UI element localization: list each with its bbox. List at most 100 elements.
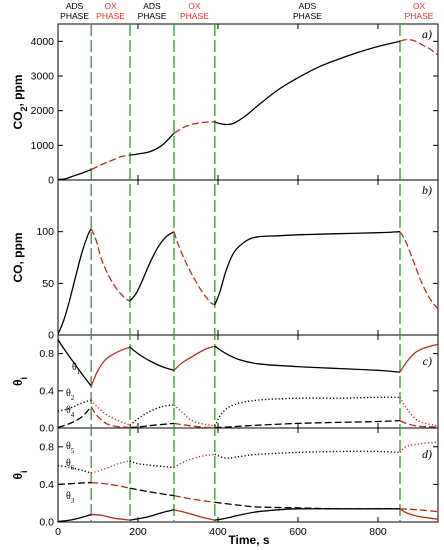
series-line-c-0-phase-0 [57, 339, 92, 387]
x-tick-label: 400 [209, 526, 227, 538]
series-line-d-2-phase-5 [399, 508, 439, 520]
series-line-c-2-phase-0 [57, 406, 92, 429]
series-line-d-0-phase-4 [214, 450, 401, 459]
panel-tag-b: b) [422, 183, 432, 197]
phase-label-line1: ADS [66, 1, 84, 11]
series-line-d-0-phase-2 [129, 460, 175, 469]
phase-label-line2: PHASE [96, 11, 125, 21]
x-tick-label: 200 [129, 526, 147, 538]
series-line-d-0-phase-1 [90, 460, 131, 474]
y-axis-label-b: CO, ppm [11, 233, 25, 283]
series-line-c-0-phase-1 [90, 346, 131, 387]
phase-label-line1: OX [413, 1, 426, 11]
series-line-c-2-phase-4 [214, 419, 401, 429]
y-tick-label-c: 0.0 [39, 423, 54, 435]
series-label-c-1: θ2 [66, 388, 75, 402]
y-tick-label-c: 0.8 [39, 348, 54, 360]
series-line-d-1-phase-2 [129, 487, 175, 497]
series-line-c-0-phase-4 [214, 345, 401, 373]
phase-label-line1: ADS [299, 1, 317, 11]
x-tick-label: 0 [55, 526, 61, 538]
phase-label-line2: PHASE [293, 11, 322, 21]
series-line-c-1-phase-5 [399, 396, 439, 427]
series-line-c-2-phase-1 [90, 406, 131, 429]
y-tick-label-d: 0.4 [39, 479, 54, 491]
series-line-b-0-phase-3 [173, 231, 216, 306]
series-line-c-2-phase-3 [173, 422, 215, 429]
series-line-b-0-phase-1 [90, 228, 131, 302]
panel-frame-a [57, 23, 439, 181]
series-line-a-0-phase-0 [57, 168, 92, 181]
axis-ticks: 010002000300040000501000.00.40.80.00.40.… [31, 24, 438, 538]
y-tick-label-a: 4000 [31, 36, 55, 48]
series-line-d-2-phase-4 [214, 508, 400, 521]
series-line-d-2-phase-2 [129, 509, 175, 521]
series-line-c-0-phase-3 [173, 345, 215, 371]
series-line-b-0-phase-5 [399, 231, 439, 310]
series-line-c-1-phase-1 [90, 399, 131, 426]
series-line-d-1-phase-1 [91, 481, 131, 489]
y-tick-label-b: 100 [36, 226, 54, 238]
x-tick-label: 800 [369, 526, 387, 538]
panel-frames [57, 23, 439, 523]
series-line-b-0-phase-2 [129, 231, 175, 302]
y-tick-label-a: 0 [48, 175, 54, 187]
series-line-d-1-phase-4 [214, 501, 400, 510]
series-line-a-0-phase-2 [129, 132, 175, 156]
series-line-d-1-phase-3 [173, 495, 215, 503]
series-line-c-1-phase-3 [173, 404, 215, 427]
y-axis-label-c: θi [11, 377, 29, 386]
series-line-d-1-phase-5 [399, 508, 439, 513]
series-line-d-2-phase-3 [173, 509, 215, 521]
panel-tag-a: a) [422, 27, 432, 41]
series-line-d-0-phase-3 [173, 453, 215, 469]
y-axis-labels: CO2, ppm CO, ppm θi θi [11, 74, 29, 479]
panel-frame-c [57, 334, 439, 429]
series-label-d-1: θ6 [66, 458, 75, 472]
phase-label-line1: OX [188, 1, 201, 11]
panel-frame-b [57, 179, 439, 336]
y-tick-label-a: 3000 [31, 71, 55, 83]
data-curves [57, 38, 439, 523]
panel-tag-c: c) [423, 354, 432, 368]
x-axis-label: Time, s [228, 533, 269, 547]
series-label-d-2: θ3 [66, 491, 75, 505]
panel-frame-d [57, 427, 439, 523]
series-label-d-0: θ5 [66, 441, 75, 455]
phase-label-line2: PHASE [138, 11, 167, 21]
series-line-a-0-phase-3 [173, 121, 215, 134]
phase-label-line2: PHASE [60, 11, 89, 21]
series-line-c-1-phase-2 [129, 404, 175, 426]
series-line-d-2-phase-1 [91, 513, 131, 521]
phase-labels: ADSPHASEOXPHASEADSPHASEOXPHASEADSPHASEOX… [60, 1, 434, 21]
y-tick-label-d: 0.0 [39, 517, 54, 529]
series-line-c-2-phase-2 [129, 422, 175, 429]
series-line-c-0-phase-2 [129, 346, 175, 371]
panel-tag-d: d) [422, 447, 432, 461]
y-tick-label-c: 0.4 [39, 385, 54, 397]
series-line-c-2-phase-5 [399, 419, 439, 428]
phase-label-line1: OX [104, 1, 117, 11]
y-tick-label-b: 50 [42, 278, 54, 290]
x-tick-label: 600 [289, 526, 307, 538]
phase-label-line1: ADS [143, 1, 161, 11]
series-line-d-0-phase-5 [399, 441, 439, 453]
series-labels: θ1 θ2 θ4 θ5 θ6 θ3 [66, 362, 81, 505]
y-axis-label-d: θi [11, 470, 29, 479]
series-line-c-1-phase-4 [214, 396, 401, 427]
series-line-b-0-phase-0 [57, 228, 92, 335]
phase-label-line2: PHASE [180, 11, 209, 21]
y-tick-label-b: 0 [48, 330, 54, 342]
y-tick-label-a: 1000 [31, 140, 55, 152]
series-line-b-0-phase-4 [214, 231, 401, 306]
y-axis-label-a: CO2, ppm [11, 74, 29, 129]
y-tick-label-d: 0.8 [39, 441, 54, 453]
series-label-c-2: θ4 [66, 405, 75, 419]
series-line-c-1-phase-0 [57, 399, 92, 412]
series-line-c-0-phase-5 [399, 343, 439, 373]
y-tick-label-a: 2000 [31, 105, 55, 117]
series-line-a-0-phase-5 [399, 38, 439, 56]
series-line-a-0-phase-1 [90, 154, 131, 171]
phase-boundaries [90, 24, 401, 522]
